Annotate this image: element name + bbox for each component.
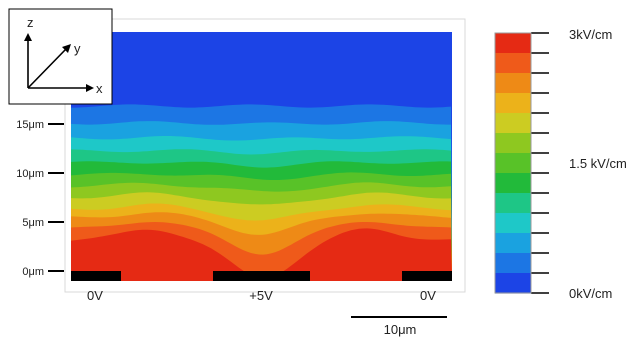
electrode-label-left: 0V <box>87 288 103 303</box>
z-axis-label: z <box>27 15 34 30</box>
scale-bar-label: 10μm <box>384 322 417 337</box>
colorbar-block <box>495 93 531 114</box>
y-tick-label-10: 10μm <box>16 168 44 180</box>
colorbar-frame <box>494 32 532 294</box>
plot-frame <box>64 18 466 293</box>
colorbar-blocks <box>495 33 531 294</box>
colorbar-block <box>495 253 531 274</box>
colorbar: 3kV/cm 1.5 kV/cm 0kV/cm <box>494 27 627 301</box>
y-axis: 0μm 5μm 10μm 15μm <box>16 119 64 278</box>
colorbar-ticks <box>494 32 549 294</box>
colorbar-block <box>495 273 531 294</box>
field-map <box>71 32 452 282</box>
colorbar-block <box>495 53 531 74</box>
field-band <box>71 228 452 281</box>
axes-inset: z y x <box>8 8 113 105</box>
z-arrow-head <box>24 33 32 41</box>
colorbar-block <box>495 153 531 174</box>
colorbar-mid-label: 1.5 kV/cm <box>569 156 627 171</box>
y-axis-label: y <box>74 41 81 56</box>
colorbar-block <box>495 113 531 134</box>
electrode-left <box>71 271 121 281</box>
colorbar-block <box>495 233 531 254</box>
electrode-right <box>402 271 452 281</box>
x-axis-label: x <box>96 81 103 96</box>
colorbar-block <box>495 213 531 234</box>
colorbar-block <box>495 173 531 194</box>
colorbar-min-label: 0kV/cm <box>569 286 612 301</box>
colorbar-block <box>495 33 531 54</box>
y-tick-label-5: 5μm <box>22 217 44 229</box>
y-tick-label-15: 15μm <box>16 119 44 131</box>
x-arrow-head <box>86 84 94 92</box>
y-tick-label-0: 0μm <box>22 266 44 278</box>
electrodes <box>71 271 452 281</box>
electrode-center <box>213 271 310 281</box>
y-axis-arrow <box>27 48 67 89</box>
colorbar-block <box>495 133 531 154</box>
y-arrow-head <box>62 44 71 53</box>
colorbar-block <box>495 73 531 94</box>
electrode-label-center: +5V <box>249 288 273 303</box>
colorbar-block <box>495 193 531 214</box>
electrode-label-right: 0V <box>420 288 436 303</box>
colorbar-max-label: 3kV/cm <box>569 27 612 42</box>
